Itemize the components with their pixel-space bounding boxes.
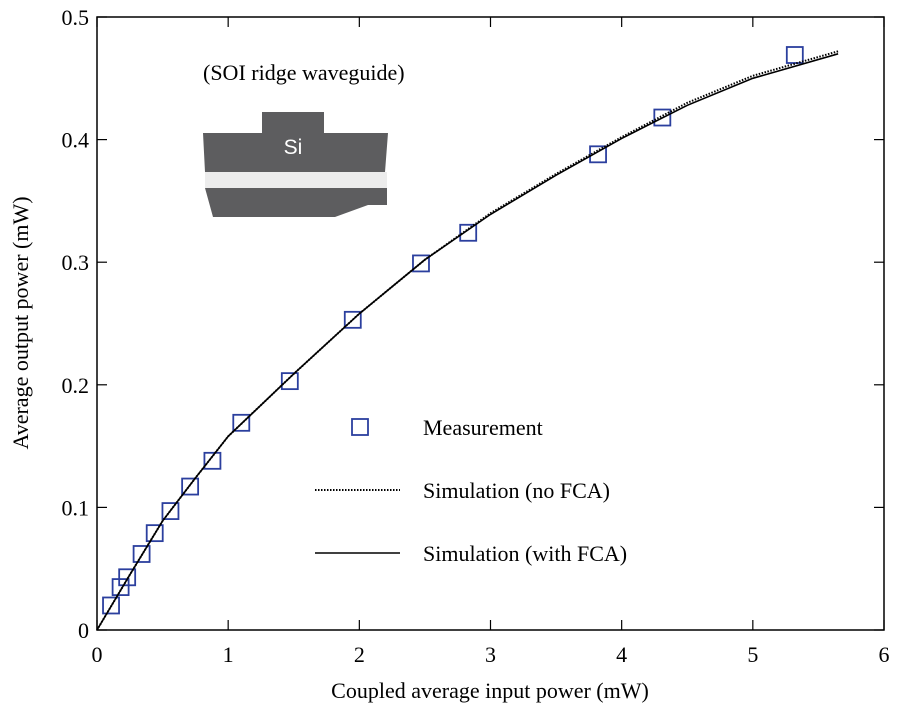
- x-tick-label: 1: [223, 642, 234, 667]
- si-label: Si: [284, 136, 303, 159]
- waveguide-inset: (SOI ridge waveguide) Si: [203, 60, 405, 217]
- x-tick-label: 6: [879, 642, 890, 667]
- measurement-marker: [102, 596, 120, 615]
- y-tick-label: 0: [78, 618, 89, 643]
- measurement-marker: [280, 372, 299, 391]
- x-tick-label: 0: [92, 642, 103, 667]
- oxide-layer: [205, 172, 387, 188]
- y-tick-label: 0.1: [62, 495, 90, 520]
- measurement-marker: [343, 310, 362, 329]
- measurement-marker: [589, 145, 607, 164]
- y-tick-label: 0.5: [62, 5, 90, 30]
- x-tick-label: 4: [616, 642, 627, 667]
- measurement-marker: [181, 477, 200, 496]
- series-line: [96, 53, 839, 631]
- measurement-marker: [785, 46, 804, 64]
- plot-frame: [96, 16, 885, 631]
- waveguide-top: [203, 112, 388, 172]
- x-tick-label: 5: [747, 642, 758, 667]
- measurement-marker: [132, 545, 151, 563]
- measurement-marker: [161, 502, 180, 520]
- legend-label: Measurement: [423, 415, 543, 440]
- legend-marker: [351, 418, 369, 436]
- y-axis-label: Average output power (mW): [8, 196, 33, 449]
- legend-label: Simulation (with FCA): [423, 541, 627, 566]
- measurement-marker: [653, 108, 672, 127]
- x-tick-label: 3: [485, 642, 496, 667]
- y-tick-label: 0.2: [62, 373, 90, 398]
- x-axis-label: Coupled average input power (mW): [331, 678, 649, 703]
- legend-label: Simulation (no FCA): [423, 478, 610, 503]
- measurement-marker: [118, 568, 137, 587]
- y-tick-label: 0.3: [62, 250, 90, 275]
- measurement-marker: [145, 524, 164, 543]
- y-tick-label: 0.4: [62, 128, 90, 153]
- measurement-marker: [203, 451, 222, 470]
- substrate: [205, 188, 387, 217]
- x-tick-label: 2: [354, 642, 365, 667]
- inset-caption: (SOI ridge waveguide): [203, 60, 405, 85]
- measurement-marker: [459, 223, 478, 242]
- measurement-marker: [412, 254, 430, 273]
- measurement-marker: [232, 413, 251, 432]
- measurement-marker: [111, 578, 130, 596]
